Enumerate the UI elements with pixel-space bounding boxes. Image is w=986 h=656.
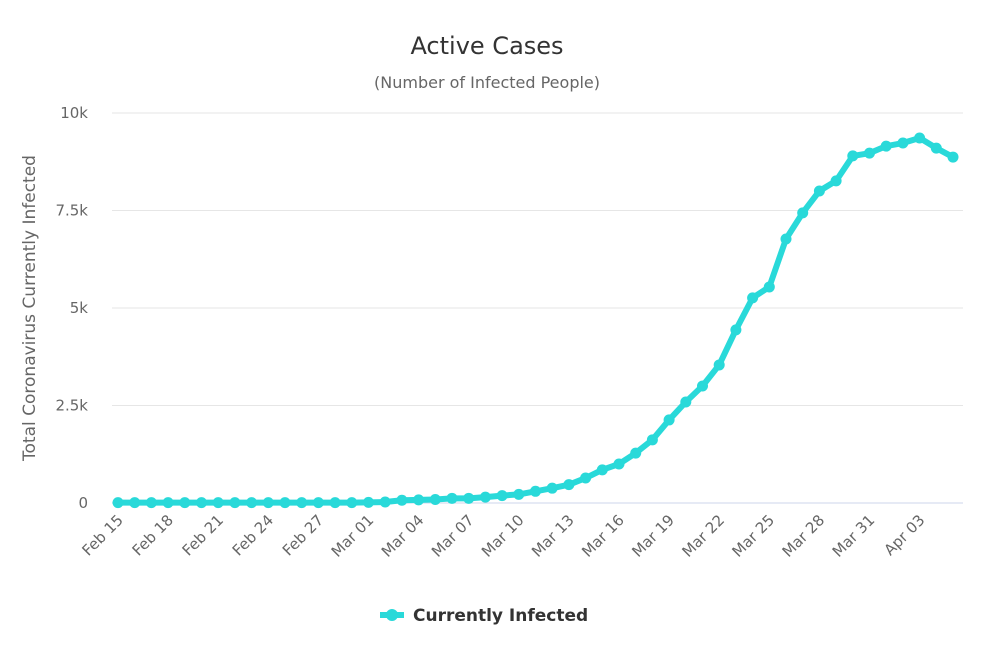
data-point [864,147,875,159]
x-tick-label: Mar 01 [328,511,378,561]
data-point [479,491,491,503]
series-line [115,134,956,506]
y-tick-label: 2.5k [55,397,88,415]
x-tick-label: Mar 10 [478,511,528,561]
data-point [797,207,809,219]
data-point [780,233,792,245]
y-tick-label: 7.5k [55,202,88,220]
x-tick-label: Mar 19 [628,511,678,561]
data-point [312,497,324,509]
data-point [680,396,692,408]
y-tick-label: 5k [70,299,89,317]
x-tick-label: Feb 21 [179,511,227,559]
data-point [763,281,775,293]
data-point [563,479,575,491]
y-axis-label: Total Coronavirus Currently Infected [20,155,40,462]
x-tick-label: Mar 22 [678,511,728,561]
x-tick-label: Mar 16 [578,511,628,561]
data-point [112,497,124,509]
legend-item-currently-infected[interactable]: Currently Infected [413,606,588,626]
data-point [229,497,241,509]
data-point [530,485,541,497]
x-tick-label: Mar 28 [779,511,829,561]
data-point [580,472,592,484]
data-point [145,497,157,509]
data-point [446,492,458,504]
data-point [413,494,425,506]
data-point [546,482,558,494]
x-tick-label: Feb 27 [279,511,327,559]
x-tick-label: Feb 15 [78,511,126,559]
legend-symbol-marker [386,609,398,621]
x-tick-label: Apr 03 [880,511,928,559]
data-point [329,497,341,509]
data-point [346,497,358,509]
data-point [914,132,926,144]
data-point [947,151,959,163]
data-point [196,497,207,509]
data-point [363,496,374,508]
data-point [897,137,909,149]
data-point [179,497,191,509]
chart-title: Active Cases [410,32,563,60]
data-point [396,494,408,506]
data-point [697,380,708,392]
x-tick-label: Mar 31 [829,511,879,561]
x-tick-label: Feb 24 [229,511,277,559]
data-point [296,497,308,509]
x-tick-label: Mar 04 [378,511,428,561]
data-point [730,324,742,336]
data-point [379,496,391,508]
x-tick-label: Mar 07 [428,511,478,561]
legend[interactable]: Currently Infected [380,606,588,626]
data-point [613,458,625,470]
data-point [880,140,892,152]
data-point [429,493,441,505]
data-point [713,359,725,371]
data-point [162,497,174,509]
y-tick-label: 10k [60,104,88,122]
data-point [246,497,258,509]
x-tick-label: Mar 25 [729,511,779,561]
data-point [663,414,675,426]
x-tick-label: Mar 13 [528,511,578,561]
data-point [212,497,224,509]
data-point [129,497,141,509]
data-point [747,292,759,304]
data-point [646,434,658,446]
data-point [847,150,859,162]
data-point [830,175,842,187]
data-point [930,142,942,154]
data-point [279,497,291,509]
data-point [596,464,608,476]
y-tick-label: 0 [78,494,88,512]
data-point [496,490,508,502]
data-point [630,447,642,459]
x-tick-label: Feb 18 [129,511,177,559]
data-point [813,185,825,197]
data-point [463,492,475,504]
data-point [262,497,274,509]
data-point [513,488,525,500]
chart-subtitle: (Number of Infected People) [374,73,600,92]
